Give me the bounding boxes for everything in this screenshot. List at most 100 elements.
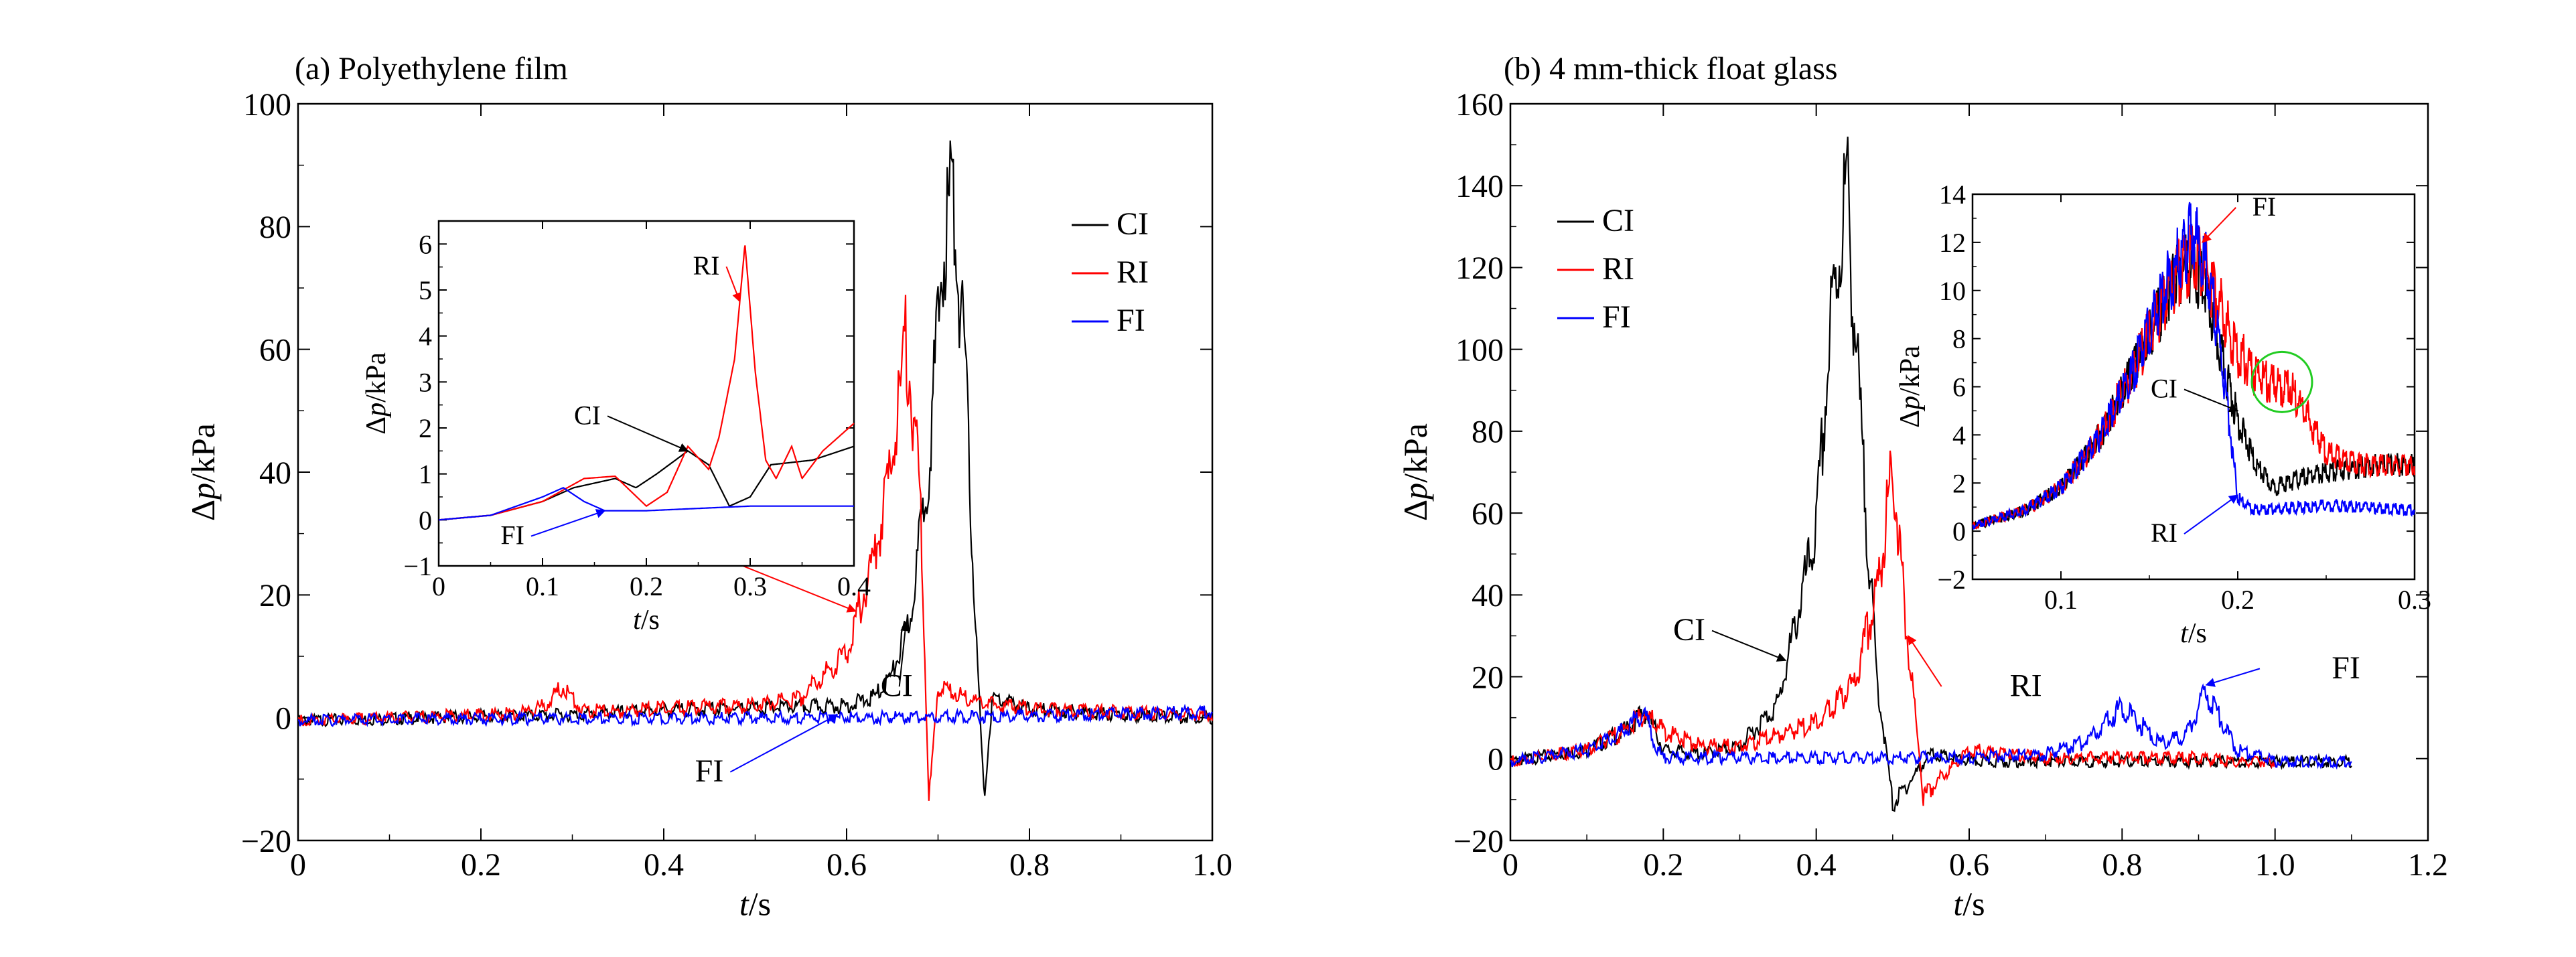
legend-label-ri: RI: [1117, 254, 1149, 290]
main-annotation-label: FI: [695, 753, 724, 789]
inset-ytick-label: 0: [1952, 516, 1966, 546]
inset-ytick-label: 0: [419, 505, 432, 535]
main-ytick-label: 80: [259, 210, 291, 245]
main-xtick-label: 1.0: [1192, 847, 1232, 883]
inset-xtick-label: 0.3: [2398, 585, 2431, 615]
inset-ytick-label: 3: [419, 367, 432, 397]
inset-series-fi: [1972, 202, 2416, 530]
main-ytick-label: 100: [243, 87, 291, 123]
main-ytick-label: 160: [1455, 87, 1504, 123]
highlight-circle: [2250, 350, 2313, 413]
inset-annotation-arrow: [2202, 207, 2236, 243]
main-annotation-arrow: [729, 714, 839, 773]
inset-ytick-label: 14: [1939, 179, 1966, 210]
inset-annotation-arrow: [2184, 388, 2239, 413]
inset-ytick-label: 6: [1952, 372, 1966, 402]
main-xtick-label: 0: [1502, 847, 1518, 883]
main-xtick-label: 0.4: [1796, 847, 1837, 883]
main-ytick-label: 40: [1472, 578, 1504, 613]
inset-ytick-label: 10: [1939, 276, 1966, 306]
main-annotation-arrow: [2205, 668, 2261, 687]
main-ylabel: Δp/kPa: [184, 423, 222, 521]
main-xtick-label: 0.4: [644, 847, 684, 883]
inset-annotation-arrow: [2184, 494, 2239, 535]
inset-ytick-label: 4: [419, 321, 432, 352]
main-annotation-arrow: [1907, 635, 1942, 687]
main-ytick-label: 0: [275, 701, 291, 736]
main-ytick-label: −20: [1453, 824, 1504, 859]
chart-panel-a: (a) Polyethylene film 0 0.2 0.4 0.6 0.8 1.0 −20…: [184, 51, 1232, 923]
chart-title: (a) Polyethylene film: [295, 51, 568, 86]
legend-label-ci: CI: [1602, 203, 1634, 238]
inset-annotation-label: CI: [574, 400, 601, 430]
main-xtick-label: 0.6: [1949, 847, 1989, 883]
legend: CI RI FI: [1557, 203, 1634, 335]
main-ytick-label: 20: [259, 578, 291, 613]
inset-series-ri: [439, 245, 855, 521]
inset-ytick-label: 6: [419, 229, 432, 259]
main-ytick-label: 100: [1455, 332, 1504, 368]
main-xtick-label: 0.8: [2102, 847, 2142, 883]
legend-label-ri: RI: [1602, 251, 1634, 287]
inset-b: 0.1 0.2 0.3 −2 0 2 4 6 8 10 12 14 t/s Δp/kPa FI CI RI: [1895, 179, 2431, 649]
inset-xtick-label: 0: [432, 571, 445, 601]
legend-label-fi: FI: [1117, 303, 1145, 338]
main-ytick-label: 0: [1488, 742, 1504, 778]
inset-xtick-label: 0.1: [2044, 585, 2078, 615]
main-xtick-label: 0.2: [1643, 847, 1683, 883]
main-ytick-label: 80: [1472, 415, 1504, 450]
main-series-fi: [1510, 683, 2352, 770]
inset-xlabel: t/s: [2180, 618, 2207, 649]
inset-ytick-label: 1: [419, 459, 432, 490]
main-xtick-label: 0.8: [1009, 847, 1050, 883]
inset-annotation-label: RI: [2151, 518, 2177, 548]
inset-annotation-label: FI: [500, 520, 524, 550]
main-ylabel: Δp/kPa: [1397, 423, 1434, 521]
inset-xtick-label: 0.4: [837, 571, 871, 601]
inset-series-fi: [439, 487, 854, 521]
main-ytick-label: 140: [1455, 169, 1504, 204]
main-series-fi: [297, 703, 1213, 728]
inset-annotation-label: CI: [2151, 373, 2177, 403]
main-xtick-label: 1.0: [2255, 847, 2295, 883]
main-annotation-arrow: [898, 621, 910, 687]
main-annotation-label: CI: [881, 668, 913, 704]
inset-annotation-arrow: [607, 415, 689, 452]
inset-annotation-arrow: [530, 509, 606, 537]
inset-background: [439, 221, 854, 566]
main-ytick-label: 40: [259, 455, 291, 491]
main-xlabel: t/s: [739, 885, 771, 923]
main-xlabel: t/s: [1953, 885, 1985, 923]
inset-annotation-arrow: [725, 266, 741, 303]
main-annotation-arrow: [1711, 630, 1787, 662]
legend-label-fi: FI: [1602, 299, 1631, 335]
inset-annotation-label: FI: [2252, 192, 2277, 222]
inset-ytick-label: −2: [1937, 565, 1966, 595]
chart-title: (b) 4 mm-thick float glass: [1504, 51, 1838, 86]
legend: CI RI FI: [1072, 206, 1149, 338]
inset-ytick-label: 4: [1952, 420, 1966, 450]
main-xtick-label: 0: [290, 847, 306, 883]
inset-ytick-label: 2: [1952, 468, 1966, 498]
inset-xtick-label: 0.3: [733, 571, 767, 601]
main-ytick-label: 60: [1472, 496, 1504, 532]
inset-annotation-label: RI: [693, 250, 720, 281]
main-xtick-label: 0.2: [461, 847, 501, 883]
inset-ylabel: Δp/kPa: [1895, 346, 1926, 428]
main-ytick-label: 120: [1455, 250, 1504, 286]
main-annotation-label: CI: [1673, 612, 1705, 648]
main-annotation-label: RI: [2010, 668, 2042, 703]
inset-ytick-label: −1: [403, 551, 432, 581]
inset-ytick-label: 5: [419, 275, 432, 305]
main-xtick-label: 1.2: [2408, 847, 2448, 883]
main-ytick-label: 60: [259, 332, 291, 368]
inset-ytick-label: 2: [419, 413, 432, 443]
main-ytick-label: −20: [241, 824, 291, 859]
inset-ytick-label: 12: [1939, 228, 1966, 258]
legend-label-ci: CI: [1117, 206, 1149, 242]
inset-xtick-label: 0.2: [2221, 585, 2255, 615]
main-ytick-label: 20: [1472, 660, 1504, 695]
